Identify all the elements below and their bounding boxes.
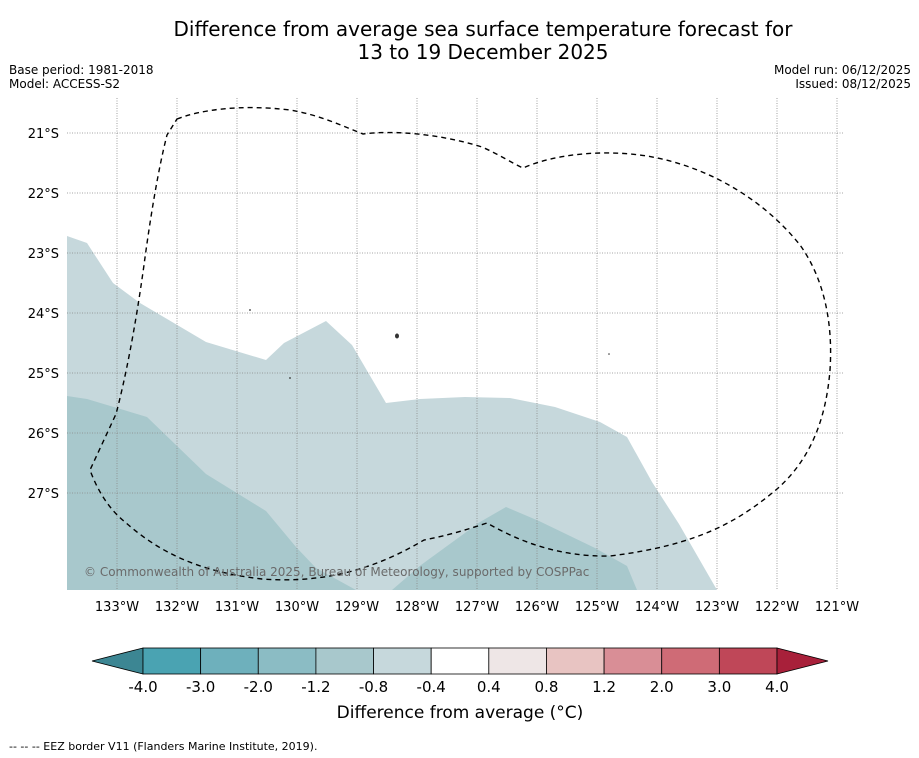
copyright-text: © Commonwealth of Australia 2025, Bureau… <box>84 565 590 579</box>
map-area <box>67 98 843 590</box>
issued-date: Issued: 08/12/2025 <box>795 77 911 91</box>
colorbar-label-8: 1.2 <box>592 678 616 696</box>
title-line-2: 13 to 19 December 2025 <box>357 40 609 64</box>
model-name: Model: ACCESS-S2 <box>9 77 121 91</box>
lon-label-123: 123°W <box>695 600 739 615</box>
colorbar-extend-low <box>91 647 144 675</box>
lon-label-133: 133°W <box>95 600 139 615</box>
colorbar: -4.0 -3.0 -2.0 -1.2 -0.8 -0.4 0.4 0.8 1.2 2.0 3.0 4… <box>91 647 829 696</box>
colorbar-label-2: -2.0 <box>244 678 273 696</box>
colorbar-label-10: 3.0 <box>707 678 731 696</box>
lat-label-23: 23°S <box>28 247 59 262</box>
lon-label-126: 126°W <box>515 600 559 615</box>
meta-right: Model run: 06/12/2025 Issued: 08/12/2025 <box>774 63 911 91</box>
lon-label-131: 131°W <box>215 600 259 615</box>
map-svg: 21°S 22°S 23°S 24°S 25°S 26°S 27°S 133°W… <box>28 98 859 696</box>
colorbar-swatch-10 <box>718 647 778 675</box>
colorbar-swatch-4 <box>373 647 432 675</box>
colorbar-swatch-7 <box>546 647 605 675</box>
lon-label-130: 130°W <box>275 600 319 615</box>
colorbar-swatch-8 <box>603 647 663 675</box>
eez-border <box>89 106 832 581</box>
colorbar-swatch-1 <box>200 647 259 675</box>
colorbar-swatch-5 <box>430 647 490 675</box>
colorbar-label-11: 4.0 <box>765 678 789 696</box>
lat-label-21: 21°S <box>28 127 59 142</box>
model-run: Model run: 06/12/2025 <box>773 63 911 77</box>
lat-label-24: 24°S <box>28 307 59 322</box>
lon-label-127: 127°W <box>455 600 499 615</box>
lon-label-132: 132°W <box>155 600 199 615</box>
colorbar-label-3: -1.2 <box>301 678 330 696</box>
chart-title: Difference from average sea surface temp… <box>133 18 833 64</box>
gridlines <box>67 98 843 590</box>
base-period: Base period: 1981-2018 <box>9 63 154 77</box>
colorbar-swatch-0 <box>142 647 202 675</box>
lon-label-128: 128°W <box>395 600 439 615</box>
islands <box>249 309 610 379</box>
lon-label-121: 121°W <box>815 600 859 615</box>
lat-label-27: 27°S <box>28 487 59 502</box>
colorbar-swatch-9 <box>661 647 720 675</box>
lon-label-122: 122°W <box>755 600 799 615</box>
colorbar-swatch-3 <box>315 647 374 675</box>
colorbar-label-4: -0.8 <box>359 678 388 696</box>
colorbar-swatch-6 <box>488 647 547 675</box>
colorbar-title: Difference from average (°C) <box>336 703 584 723</box>
colorbar-label-1: -3.0 <box>186 678 215 696</box>
lon-label-125: 125°W <box>575 600 619 615</box>
lat-label-22: 22°S <box>28 187 59 202</box>
lat-label-26: 26°S <box>28 427 59 442</box>
eez-footnote: -- -- -- EEZ border V11 (Flanders Marine… <box>9 740 318 753</box>
anomaly-medium-region-2 <box>392 507 637 590</box>
lon-label-124: 124°W <box>635 600 679 615</box>
lon-labels: 133°W 132°W 131°W 130°W 129°W 128°W 127°… <box>95 600 859 615</box>
colorbar-extend-high <box>776 647 829 675</box>
title-line-1: Difference from average sea surface temp… <box>173 17 793 41</box>
colorbar-label-5: -0.4 <box>417 678 446 696</box>
colorbar-label-7: 0.8 <box>535 678 559 696</box>
colorbar-label-6: 0.4 <box>477 678 501 696</box>
anomaly-medium-region <box>67 396 356 590</box>
lon-label-129: 129°W <box>335 600 379 615</box>
colorbar-label-9: 2.0 <box>650 678 674 696</box>
colorbar-swatch-2 <box>257 647 317 675</box>
lat-label-25: 25°S <box>28 367 59 382</box>
meta-left: Base period: 1981-2018 Model: ACCESS-S2 <box>9 63 154 91</box>
lat-labels: 21°S 22°S 23°S 24°S 25°S 26°S 27°S <box>28 127 59 502</box>
colorbar-label-0: -4.0 <box>128 678 157 696</box>
